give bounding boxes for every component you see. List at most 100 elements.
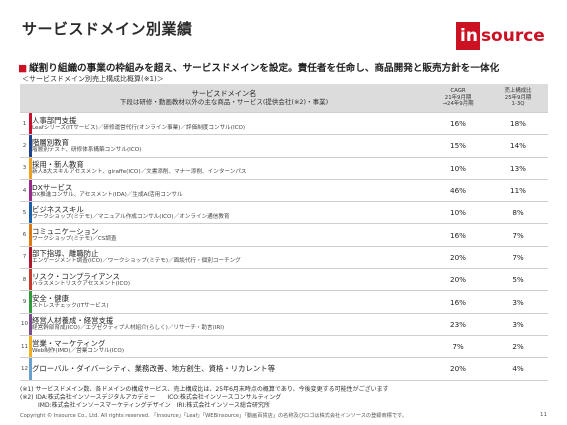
domain-name: 採用・新人教育: [32, 160, 84, 170]
page-number: 11: [540, 412, 547, 418]
row-number: 3: [20, 157, 29, 180]
cagr-value: 20%: [428, 246, 489, 270]
row-number: 6: [20, 223, 29, 247]
cagr-value: 7%: [428, 335, 489, 359]
share-value: 7%: [488, 246, 549, 270]
header-domain-main: サービスドメイン名: [191, 89, 257, 98]
domain-name: リスク・コンプライアンス: [32, 271, 120, 281]
service-domain-table: サービスドメイン名 下段は研修・動画教材以外の主な商品・サービス(提供会社(※2…: [20, 84, 549, 381]
domain-name: DXサービス: [32, 182, 73, 192]
cagr-value: 23%: [428, 313, 489, 336]
domain-cell: 部下指導、離職防止 エンゲージメント調査(ICO)／ワークショップ(ミテモ)／面談…: [32, 246, 429, 270]
header-domain: サービスドメイン名 下段は研修・動画教材以外の主な商品・サービス(提供会社(※2…: [20, 84, 429, 113]
header-cagr-3: →24年9月期: [442, 101, 474, 108]
domain-color-bar: [29, 246, 32, 270]
row-number: 9: [20, 290, 29, 314]
cagr-value: 16%: [428, 223, 489, 247]
domain-services: Leafシリーズ(ITサービス)／研修運営代行(オンライン事業)／評価制度コンサ…: [32, 124, 246, 131]
share-value: 3%: [488, 313, 549, 336]
table-row: 6 コミュニケーション ワークショップ(ミテモ)／CS調査 16% 7%: [20, 223, 549, 247]
domain-name: 部下指導、離職防止: [32, 249, 99, 259]
domain-name: 人事部門支援: [32, 115, 77, 125]
row-number: 5: [20, 201, 29, 225]
table-row: 7 部下指導、離職防止 エンゲージメント調査(ICO)／ワークショップ(ミテモ)／面…: [20, 246, 549, 270]
row-number: 8: [20, 268, 29, 292]
table-header-row: サービスドメイン名 下段は研修・動画教材以外の主な商品・サービス(提供会社(※2…: [20, 84, 549, 113]
cagr-value: 16%: [428, 112, 489, 136]
headline: ■ 縦割り組織の事業の枠組みを超え、サービスドメインを設定。責任者を任命し、商品開…: [18, 60, 499, 74]
domain-color-bar: [29, 223, 32, 247]
table-row: 4 DXサービス DX推進コンサル、アセスメント(IDA)／生成AI活用コンサル 46…: [20, 179, 549, 203]
share-value: 14%: [488, 134, 549, 158]
domain-services: ワークショップ(ミテモ)／マニュアル作成コンサル(ICO)／オンライン通信教育: [32, 213, 230, 220]
row-number: 12: [20, 357, 29, 381]
table-row: 3 採用・新人教育 新人8大スキルアセスメント、giraffe(ICO)／文書添削、…: [20, 157, 549, 180]
header-share-3: 1-3Q: [511, 101, 525, 108]
row-number: 7: [20, 246, 29, 270]
share-value: 7%: [488, 223, 549, 247]
domain-cell: 安全・健康 ストレスチェック(ITサービス): [32, 290, 429, 314]
table-row: 8 リスク・コンプライアンス ハラスメントリスクアセスメント(ICO) 20% 5%: [20, 268, 549, 292]
domain-color-bar: [29, 335, 32, 359]
share-value: 5%: [488, 268, 549, 292]
domain-cell: リスク・コンプライアンス ハラスメントリスクアセスメント(ICO): [32, 268, 429, 292]
domain-name: コミュニケーション: [32, 227, 99, 237]
table-row: 2 階層別教育 階層別テスト、研修体系構築コンサル(ICO) 15% 14%: [20, 134, 549, 158]
domain-services: DX推進コンサル、アセスメント(IDA)／生成AI活用コンサル: [32, 191, 183, 198]
table-row: 5 ビジネススキル ワークショップ(ミテモ)／マニュアル作成コンサル(ICO)／オン…: [20, 201, 549, 225]
domain-name: グローバル・ダイバーシティ、業務改善、地方創生、資格・リカレント等: [32, 364, 276, 374]
domain-services: 新人8大スキルアセスメント、giraffe(ICO)／文書添削、マナー添削、イン…: [32, 169, 247, 176]
row-number: 11: [20, 335, 29, 359]
domain-cell: 経営人材養成・経営支援 経営幹部育成(ICO)／エグゼクティブ人材紹介(らしく)／…: [32, 313, 429, 336]
row-number: 4: [20, 179, 29, 203]
domain-color-bar: [29, 201, 32, 225]
footnotes: (※1) サービスドメイン数、各ドメインの構成サービス、売上構成比は、25年6月…: [20, 386, 389, 410]
copyright: Copyright © Insource Co., Ltd. All right…: [20, 413, 407, 419]
domain-services: エンゲージメント調査(ICO)／ワークショップ(ミテモ)／面談代行・個別コーチン…: [32, 258, 241, 265]
domain-name: 営業・マーケティング: [32, 338, 106, 348]
share-value: 8%: [488, 201, 549, 225]
domain-cell: 採用・新人教育 新人8大スキルアセスメント、giraffe(ICO)／文書添削、マ…: [32, 157, 429, 180]
logo-in-mark: in: [456, 22, 480, 50]
domain-services: ハラスメントリスクアセスメント(ICO): [32, 280, 131, 287]
footnote-3: IMD:株式会社インソースマーケティングデザイン IRI:株式会社インソース総合…: [20, 402, 271, 409]
domain-color-bar: [29, 268, 32, 292]
domain-name: ビジネススキル: [32, 204, 84, 214]
header-share: 売上構成比 25年9月期 1-3Q: [488, 84, 549, 113]
header-cagr: CAGR 21年9月期 →24年9月期: [428, 84, 489, 113]
domain-name: 階層別教育: [32, 137, 69, 147]
row-number: 10: [20, 313, 29, 336]
cagr-value: 16%: [428, 290, 489, 314]
table-row: 9 安全・健康 ストレスチェック(ITサービス) 16% 3%: [20, 290, 549, 314]
share-value: 13%: [488, 157, 549, 180]
domain-name: 安全・健康: [32, 294, 69, 304]
header-share-1: 売上構成比: [504, 87, 532, 94]
header-domain-sub: 下段は研修・動画教材以外の主な商品・サービス(提供会社(※2)・事業): [119, 98, 329, 106]
cagr-value: 15%: [428, 134, 489, 158]
domain-services: ワークショップ(ミテモ)／CS調査: [32, 236, 117, 243]
share-value: 2%: [488, 335, 549, 359]
table-row: 11 営業・マーケティング Web制作(IMD)／営業コンサル(ICO) 7% 2%: [20, 335, 549, 359]
cagr-value: 10%: [428, 157, 489, 180]
header-cagr-1: CAGR: [450, 87, 466, 94]
table-row: 1 人事部門支援 Leafシリーズ(ITサービス)／研修運営代行(オンライン事業)／…: [20, 112, 549, 136]
share-value: 11%: [488, 179, 549, 203]
header-share-2: 25年9月期: [504, 94, 532, 101]
logo-text: source: [480, 26, 545, 46]
domain-name: 経営人材養成・経営支援: [32, 316, 114, 326]
domain-cell: コミュニケーション ワークショップ(ミテモ)／CS調査: [32, 223, 429, 247]
headline-text: 縦割り組織の事業の枠組みを超え、サービスドメインを設定。責任者を任命し、商品開発…: [29, 63, 500, 74]
header-cagr-2: 21年9月期: [444, 94, 472, 101]
domain-color-bar: [29, 157, 32, 180]
row-number: 1: [20, 112, 29, 136]
domain-cell: 階層別教育 階層別テスト、研修体系構築コンサル(ICO): [32, 134, 429, 158]
domain-cell: グローバル・ダイバーシティ、業務改善、地方創生、資格・リカレント等: [32, 357, 429, 381]
page-title: サービスドメイン別業績: [22, 20, 193, 38]
table-row: 10 経営人材養成・経営支援 経営幹部育成(ICO)／エグゼクティブ人材紹介(らしく…: [20, 313, 549, 336]
footnote-1: (※1) サービスドメイン数、各ドメインの構成サービス、売上構成比は、25年6月…: [20, 386, 389, 393]
domain-color-bar: [29, 290, 32, 314]
domain-services: 階層別テスト、研修体系構築コンサル(ICO): [32, 146, 142, 153]
cagr-value: 20%: [428, 268, 489, 292]
cagr-value: 20%: [428, 357, 489, 381]
domain-color-bar: [29, 313, 32, 336]
